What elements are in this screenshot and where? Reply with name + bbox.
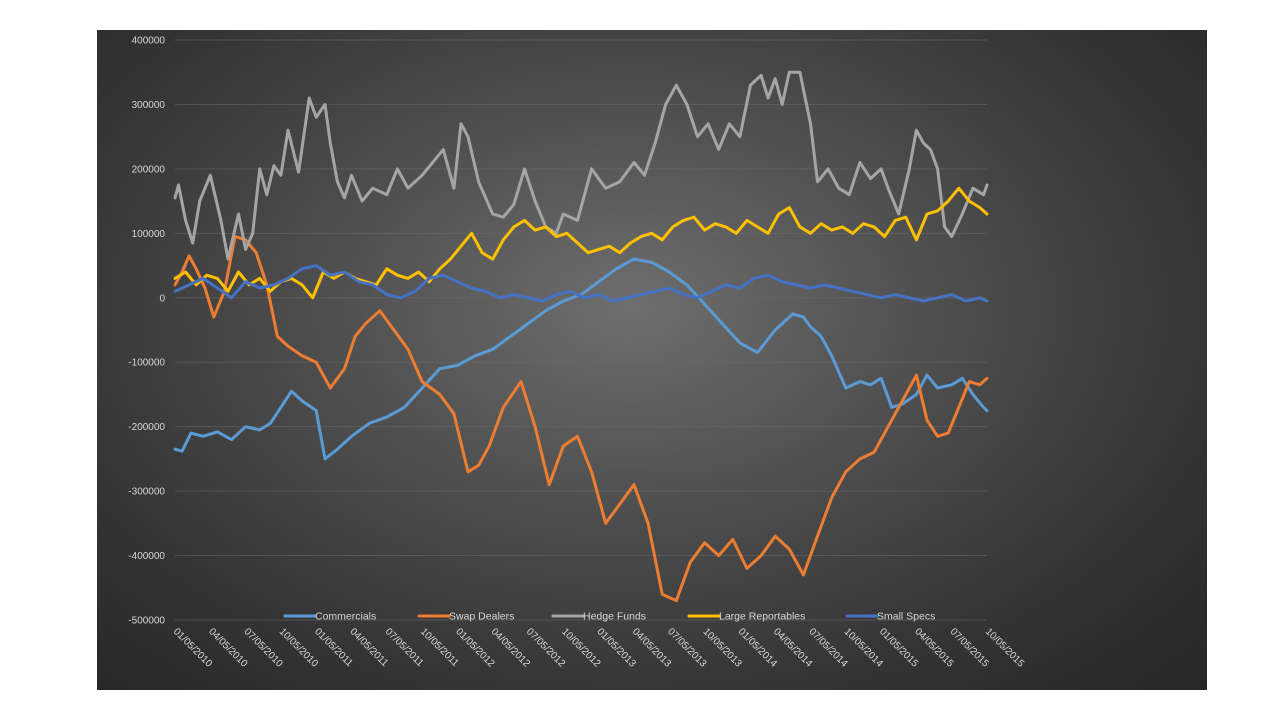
series-line-small-specs xyxy=(173,264,989,303)
line-chart: 400000 300000 200000 100000 0 -100000 -200000 -… xyxy=(128,36,1026,670)
legend-item-swap-dealers: Swap Dealers xyxy=(417,611,514,623)
y-axis: 400000 300000 200000 100000 0 -100000 -200000 -… xyxy=(128,36,165,627)
legend-item-large-reportables: Large Reportables xyxy=(687,611,805,623)
y-tick-label: 100000 xyxy=(132,229,166,240)
legend-label: Hedge Funds xyxy=(583,611,646,623)
x-axis: 01/05/201004/05/201007/05/201010/05/2010… xyxy=(171,626,1026,669)
y-tick-label: -300000 xyxy=(128,487,165,498)
chart-area: 400000 300000 200000 100000 0 -100000 -200000 -… xyxy=(97,30,1207,690)
legend-label: Small Specs xyxy=(877,611,935,623)
series-line-hedge-funds xyxy=(173,70,989,261)
series-group xyxy=(173,70,989,603)
legend-item-small-specs: Small Specs xyxy=(845,611,935,623)
legend-item-commercials: Commercials xyxy=(283,611,376,623)
legend-label: Swap Dealers xyxy=(449,611,514,623)
y-tick-label: -100000 xyxy=(128,358,165,369)
y-tick-label: 200000 xyxy=(132,164,166,175)
legend-item-hedge-funds: Hedge Funds xyxy=(551,611,646,623)
series-line-large-reportables xyxy=(173,186,989,300)
y-tick-label: -500000 xyxy=(128,616,165,627)
grid xyxy=(175,39,987,621)
x-tick-label: 10/05/2015 xyxy=(983,626,1026,669)
y-tick-label: -200000 xyxy=(128,422,165,433)
y-tick-label: 300000 xyxy=(132,100,166,111)
y-tick-label: 400000 xyxy=(132,36,166,47)
series-line-commercials xyxy=(173,257,989,461)
series-line-swap-dealers xyxy=(173,235,989,603)
legend: Commercials Swap Dealers Hedge Funds Large … xyxy=(283,611,935,623)
y-tick-label: 0 xyxy=(159,293,165,304)
legend-label: Commercials xyxy=(315,611,376,623)
legend-label: Large Reportables xyxy=(719,611,805,623)
y-tick-label: -400000 xyxy=(128,551,165,562)
